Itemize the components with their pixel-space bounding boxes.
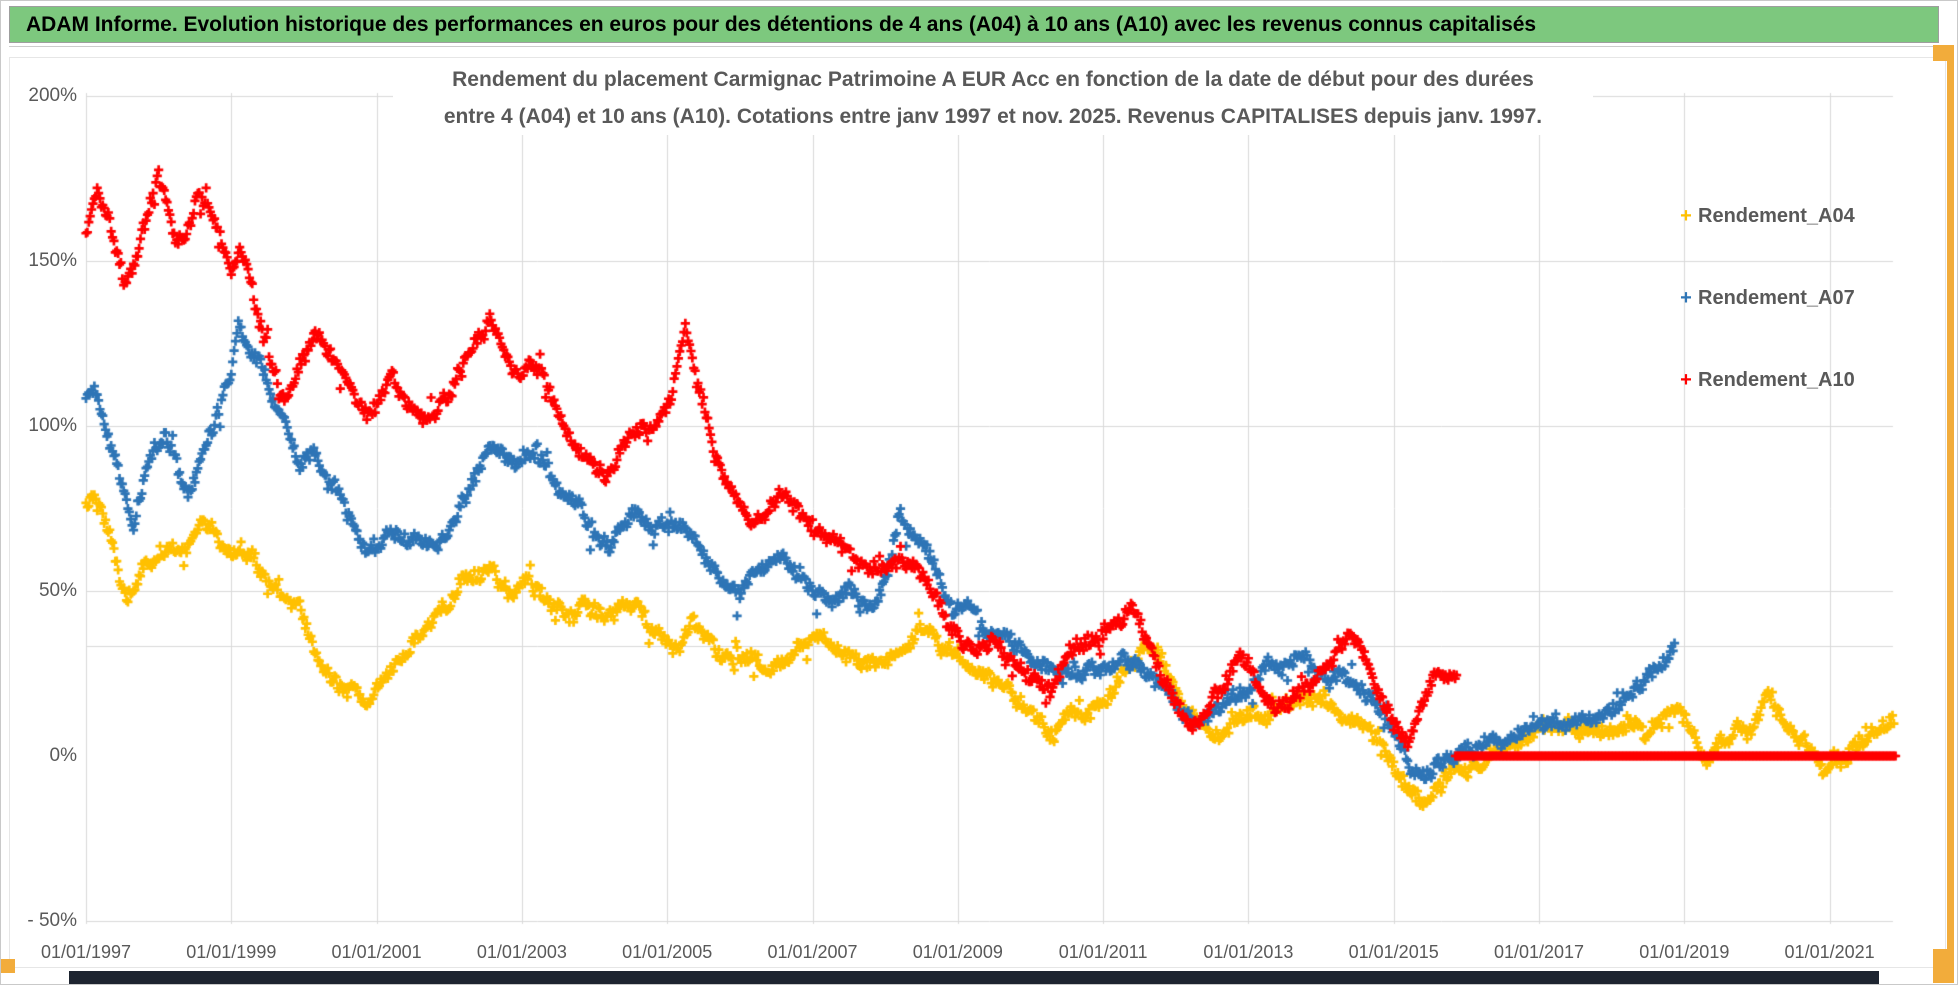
- x-tick-label: 01/01/2015: [1348, 942, 1439, 962]
- y-tick-label: 200%: [28, 85, 77, 106]
- x-tick-label: 01/01/2007: [767, 942, 858, 962]
- x-tick-label: 01/01/2009: [912, 942, 1003, 962]
- accent-corner-bottom-right: [1933, 949, 1954, 983]
- y-tick-label: 0%: [49, 745, 77, 766]
- legend-item-a10[interactable]: + Rendement_A10: [1677, 369, 1855, 391]
- accent-corner-bottom-left: [1, 959, 15, 973]
- y-tick-label: 150%: [28, 250, 77, 271]
- x-tick-label: 01/01/1997: [40, 942, 132, 962]
- x-tick-label: 01/01/1999: [186, 942, 277, 962]
- x-tick-label: 01/01/2005: [622, 942, 713, 962]
- x-tick-label: 01/01/2001: [331, 942, 422, 962]
- x-tick-label: 01/01/2021: [1784, 942, 1875, 962]
- plus-marker-icon: +: [1680, 287, 1692, 309]
- x-tick-label: 01/01/2019: [1639, 942, 1730, 962]
- chart-title: Rendement du placement Carmignac Patrimo…: [393, 61, 1593, 135]
- x-tick-label: 01/01/2017: [1493, 942, 1585, 962]
- legend-label: Rendement_A04: [1698, 204, 1855, 227]
- y-tick-label: 50%: [38, 580, 77, 601]
- y-tick-label: 100%: [28, 415, 77, 436]
- chart-legend: + Rendement_A04 + Rendement_A07 + Rendem…: [1677, 205, 1855, 451]
- legend-item-a04[interactable]: + Rendement_A04: [1677, 205, 1855, 227]
- y-tick-label: - 50%: [27, 910, 77, 931]
- plus-marker-icon: +: [1680, 369, 1692, 391]
- plus-marker-icon: +: [1680, 205, 1692, 227]
- chart-title-line1: Rendement du placement Carmignac Patrimo…: [452, 68, 1534, 91]
- accent-strip-right: [1947, 45, 1954, 983]
- bottom-window-edge: [69, 971, 1879, 984]
- legend-label: Rendement_A07: [1698, 286, 1855, 309]
- x-tick-label: 01/01/2003: [476, 942, 567, 962]
- legend-item-a07[interactable]: + Rendement_A07: [1677, 287, 1855, 309]
- x-tick-label: 01/01/2013: [1203, 942, 1294, 962]
- legend-label: Rendement_A10: [1698, 368, 1855, 391]
- x-tick-label: 01/01/2011: [1058, 942, 1148, 962]
- chart-title-line2: entre 4 (A04) et 10 ans (A10). Cotations…: [443, 105, 1543, 128]
